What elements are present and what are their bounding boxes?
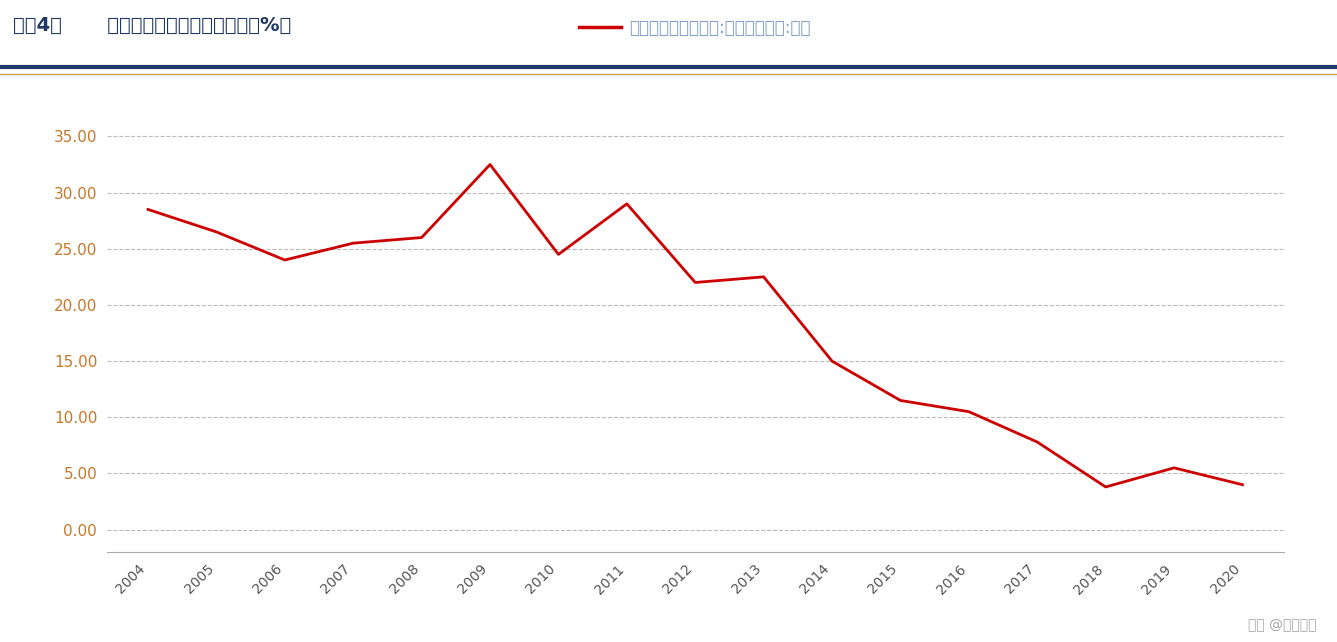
Text: 图表4：: 图表4： [13,16,63,35]
Legend: 固定资产投资完成额:建筑安装工程:同比: 固定资产投资完成额:建筑安装工程:同比 [572,12,818,44]
Text: 头条 @未来智库: 头条 @未来智库 [1249,618,1317,632]
Text: 建筑行业下游需求逐渐萎缩（%）: 建筑行业下游需求逐渐萎缩（%） [87,16,291,35]
